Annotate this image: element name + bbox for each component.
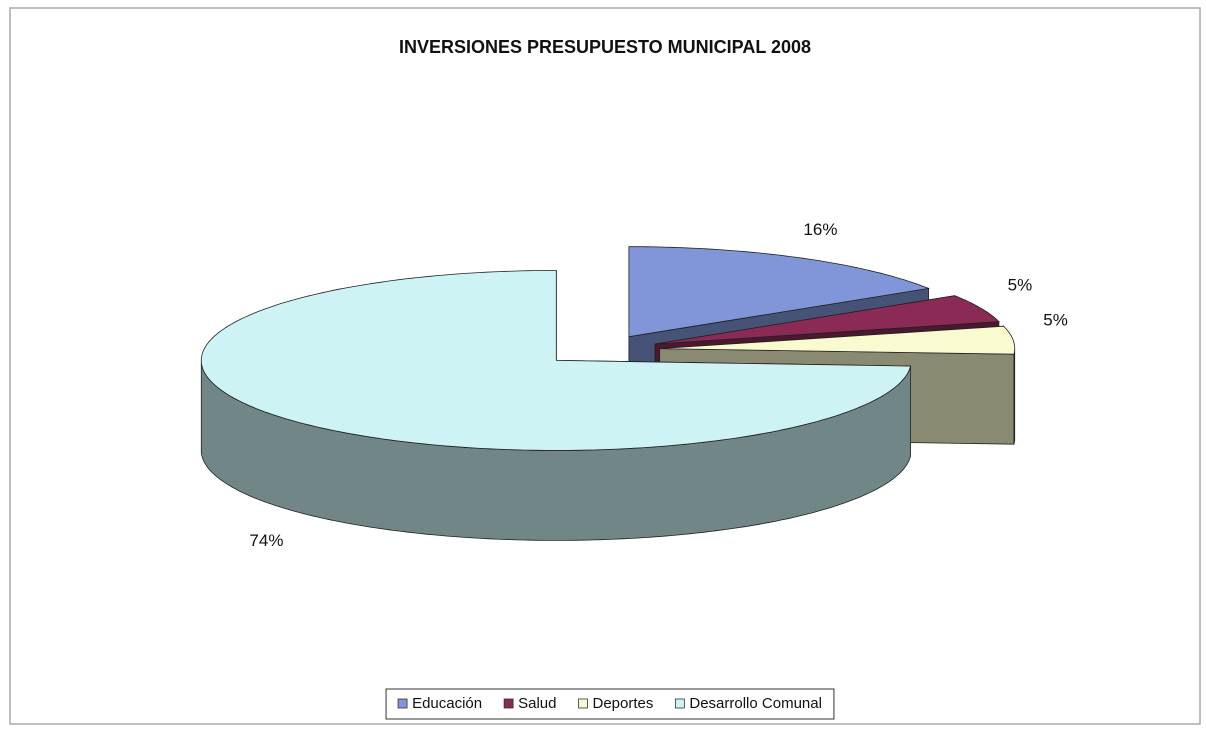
data-label: 5% (1008, 275, 1033, 294)
legend-swatch (578, 698, 588, 709)
slice-top (655, 295, 1000, 345)
slice-wall (1013, 348, 1016, 445)
legend-box (385, 688, 835, 720)
legend-label: Desarrollo Comunal (689, 695, 822, 712)
legend: Educación Salud Deportes Desarrollo Comunal (385, 688, 835, 720)
legend-swatch (503, 698, 514, 709)
pie: 16% 5% 5% 74% (200, 220, 1068, 550)
data-label: 74% (249, 531, 283, 550)
slice-top (200, 270, 912, 451)
legend-swatch (397, 698, 408, 709)
legend-swatch (674, 698, 685, 709)
pie-slice (200, 270, 912, 541)
chart-title: INVERSIONES PRESUPUESTO MUNICIPAL 2008 (399, 37, 811, 57)
legend-label: Deportes (593, 695, 654, 712)
data-label: 5% (1043, 311, 1068, 330)
legend-label: Salud (518, 695, 556, 712)
legend-label: Educación (412, 695, 482, 712)
data-label: 16% (803, 220, 837, 239)
slice-top (659, 325, 1016, 355)
slice-top (628, 246, 931, 338)
